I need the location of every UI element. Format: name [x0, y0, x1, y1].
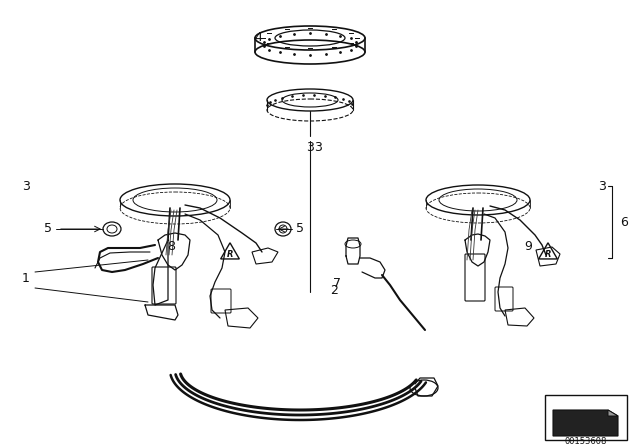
Text: 9: 9 — [524, 240, 532, 253]
Text: 6: 6 — [620, 215, 628, 228]
Text: 00153608: 00153608 — [565, 436, 607, 445]
Text: 1: 1 — [22, 271, 30, 284]
Text: R: R — [545, 250, 551, 259]
Polygon shape — [553, 410, 618, 436]
Text: 7: 7 — [333, 276, 341, 289]
Text: 4: 4 — [254, 30, 262, 43]
Text: 3: 3 — [22, 180, 30, 193]
Text: 3: 3 — [598, 180, 606, 193]
Polygon shape — [608, 410, 618, 416]
FancyBboxPatch shape — [545, 395, 627, 440]
Text: 8: 8 — [167, 240, 175, 253]
Text: 3: 3 — [306, 141, 314, 154]
Text: 2: 2 — [330, 284, 338, 297]
Text: 3: 3 — [314, 141, 322, 154]
Text: 5: 5 — [44, 221, 52, 234]
Text: R: R — [227, 250, 233, 259]
Text: 5: 5 — [296, 221, 304, 234]
